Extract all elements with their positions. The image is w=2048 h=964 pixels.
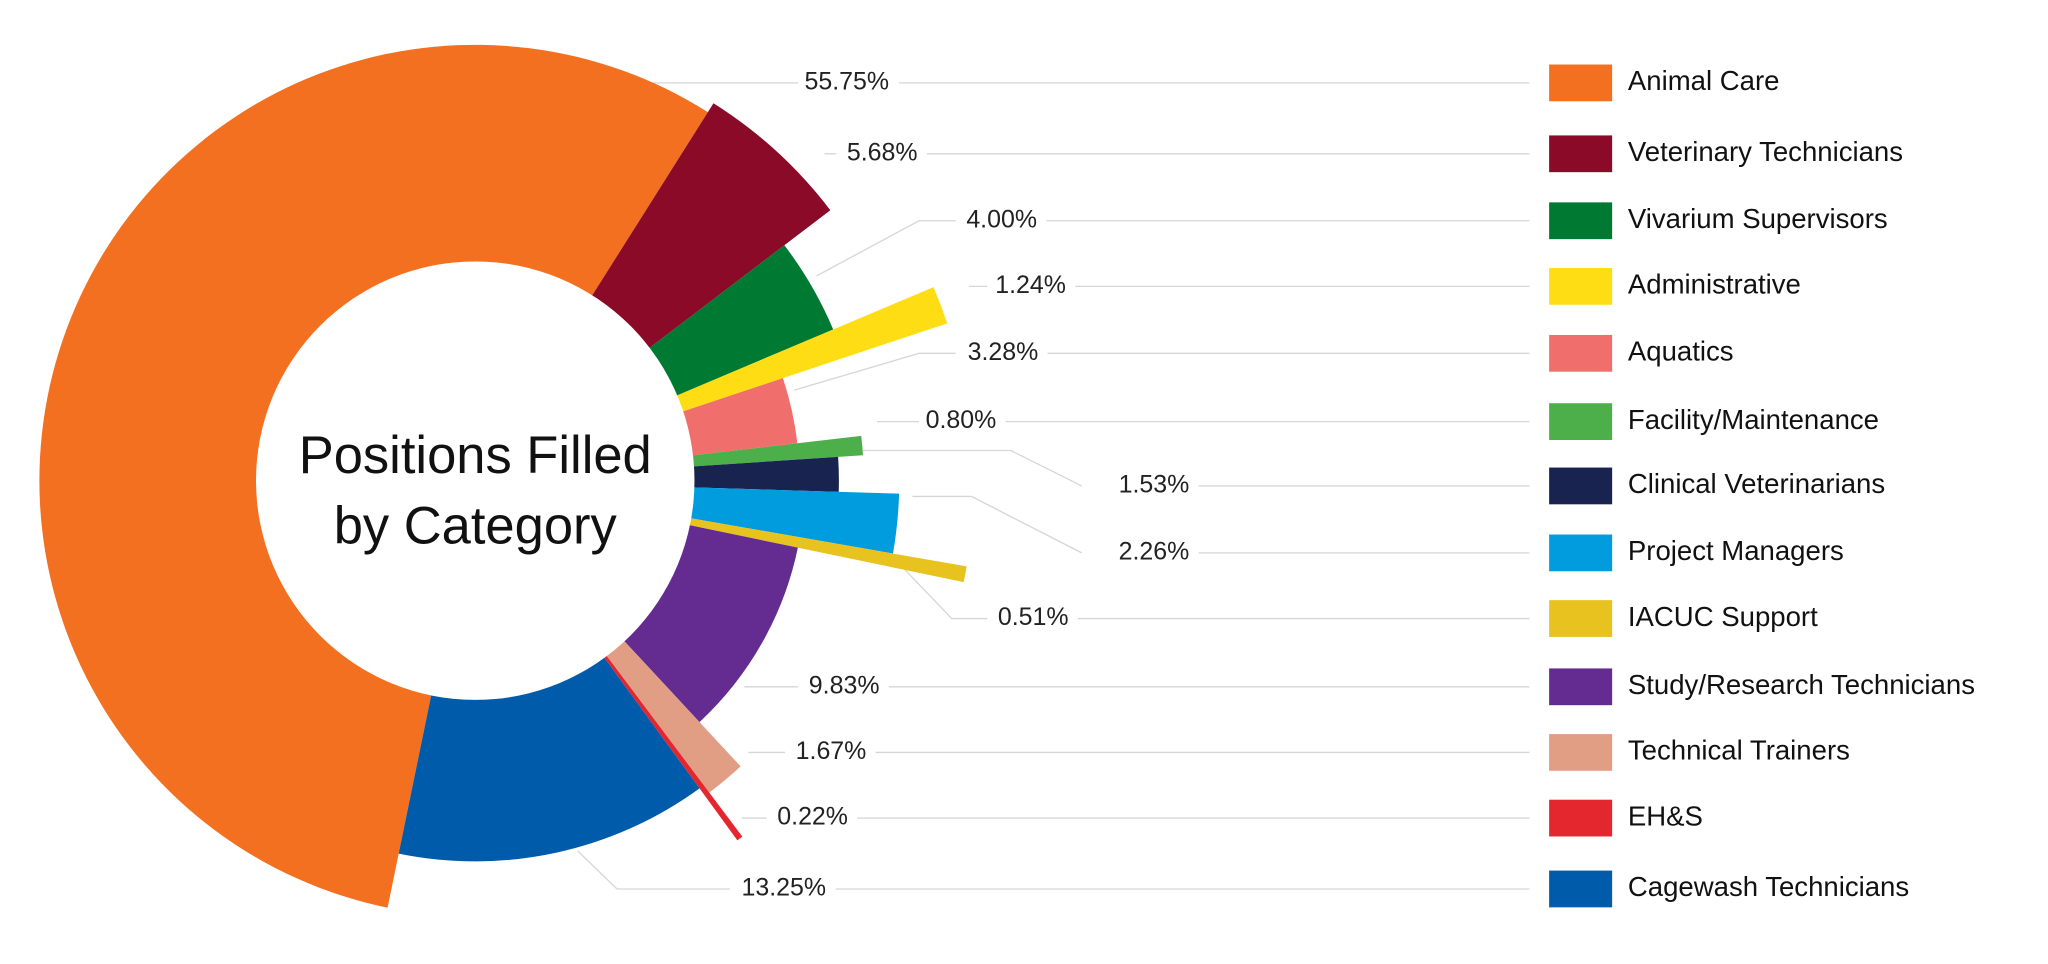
wedges: [39, 44, 967, 908]
data-label-study-research-technicians: 9.83%: [809, 671, 880, 699]
leader-line-project-managers: [912, 495, 1083, 554]
wedge-aquatics: [674, 378, 798, 457]
legend-swatch: [1549, 467, 1613, 505]
legend-swatch: [1549, 334, 1613, 372]
legend-swatch: [1549, 202, 1613, 240]
chart-title-line-2: by Category: [334, 497, 618, 556]
wedge-vivarium-supervisors: [642, 245, 834, 399]
leader-line-cagewash-technicians: [577, 850, 730, 890]
leader-lines: [577, 82, 1530, 890]
legend-label: Technical Trainers: [1628, 735, 1850, 766]
data-label-eh-s: 0.22%: [777, 803, 848, 831]
data-label-clinical-veterinarians: 1.53%: [1119, 471, 1190, 499]
wedge-administrative: [668, 287, 948, 415]
wedge-technical-trainers: [601, 634, 741, 793]
legend-label: Cagewash Technicians: [1628, 871, 1909, 902]
data-label-facility-maintenance: 0.80%: [926, 406, 997, 434]
legend-item-aquatics: Aquatics: [1549, 334, 1734, 372]
legend-item-iacuc-support: IACUC Support: [1549, 600, 1818, 637]
data-label-technical-trainers: 1.67%: [796, 737, 867, 765]
legend-label: Veterinary Technicians: [1628, 136, 1903, 167]
donut-hole: [256, 261, 695, 700]
wedge-veterinary-technicians: [587, 103, 831, 354]
data-label-vivarium-supervisors: 4.00%: [966, 205, 1037, 233]
legend-label: Vivarium Supervisors: [1628, 203, 1888, 234]
legend-label: Study/Research Technicians: [1628, 669, 1975, 700]
legend-item-study-research-technicians: Study/Research Technicians: [1549, 668, 1975, 706]
legend-swatch: [1549, 64, 1613, 102]
wedge-study-research-technicians: [618, 523, 798, 723]
leader-line-aquatics: [794, 352, 956, 391]
data-label-animal-care: 55.75%: [804, 67, 889, 95]
legend-label: Facility/Maintenance: [1628, 404, 1879, 435]
legend-item-animal-care: Animal Care: [1549, 64, 1780, 102]
wedge-project-managers: [682, 487, 900, 554]
legend-swatch: [1549, 534, 1613, 572]
legend-item-project-managers: Project Managers: [1549, 534, 1844, 572]
legend-item-veterinary-technicians: Veterinary Technicians: [1549, 135, 1903, 173]
leader-line-clinical-veterinarians: [853, 449, 1083, 487]
data-label-veterinary-technicians: 5.68%: [847, 138, 918, 166]
leader-line-vivarium-supervisors: [816, 220, 956, 277]
wedge-iacuc-support: [680, 516, 967, 583]
wedge-animal-care: [39, 44, 708, 908]
wedge-eh-s: [598, 648, 743, 841]
wedge-clinical-veterinarians: [684, 456, 839, 492]
data-label-cagewash-technicians: 13.25%: [741, 874, 826, 902]
legend-label: Administrative: [1628, 269, 1801, 300]
wedge-cagewash-technicians: [398, 650, 700, 862]
legend-item-cagewash-technicians: Cagewash Technicians: [1549, 870, 1909, 908]
legend-item-eh-s: EH&S: [1549, 799, 1703, 837]
legend-swatch: [1549, 799, 1613, 837]
legend-label: Animal Care: [1628, 65, 1780, 96]
legend-label: EH&S: [1628, 800, 1703, 831]
data-label-aquatics: 3.28%: [968, 338, 1039, 366]
legend-swatch: [1549, 600, 1613, 637]
leader-line-iacuc-support: [889, 553, 988, 620]
legend-swatch: [1549, 734, 1613, 771]
legend: Animal Care Veterinary Technicians Vivariu…: [1549, 64, 1975, 908]
legend-item-administrative: Administrative: [1549, 268, 1801, 305]
legend-swatch: [1549, 403, 1613, 440]
legend-label: Aquatics: [1628, 336, 1734, 367]
legend-label: Clinical Veterinarians: [1628, 468, 1885, 499]
legend-item-technical-trainers: Technical Trainers: [1549, 734, 1850, 771]
legend-label: Project Managers: [1628, 535, 1844, 566]
data-label-administrative: 1.24%: [995, 271, 1066, 299]
wedge-facility-maintenance: [683, 435, 864, 467]
data-labels: 55.75% 5.68% 4.00% 1.24% 3.28% 0.80% 1.53% 2.26…: [741, 67, 1189, 901]
legend-label: IACUC Support: [1628, 601, 1818, 632]
data-label-iacuc-support: 0.51%: [998, 603, 1069, 631]
legend-swatch: [1549, 870, 1613, 908]
legend-item-clinical-veterinarians: Clinical Veterinarians: [1549, 467, 1885, 505]
legend-swatch: [1549, 135, 1613, 173]
legend-swatch: [1549, 268, 1613, 305]
legend-swatch: [1549, 668, 1613, 706]
chart-title-line-1: Positions Filled: [299, 426, 652, 485]
data-label-project-managers: 2.26%: [1119, 537, 1190, 565]
legend-item-facility-maintenance: Facility/Maintenance: [1549, 403, 1879, 440]
legend-item-vivarium-supervisors: Vivarium Supervisors: [1549, 202, 1888, 240]
